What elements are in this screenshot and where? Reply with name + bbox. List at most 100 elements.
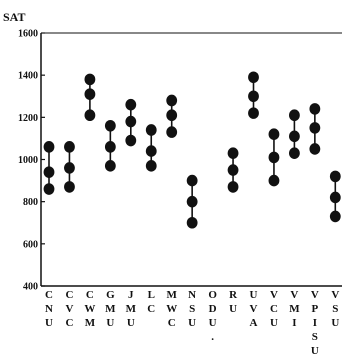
category-letter: C	[168, 317, 176, 329]
high-point	[227, 147, 239, 159]
category-letter: M	[289, 303, 300, 315]
category-letter: L	[148, 289, 155, 301]
category-letter: U	[270, 317, 278, 329]
high-point	[104, 119, 116, 132]
category-label: MWC	[166, 289, 177, 329]
category-letter: W	[84, 303, 95, 315]
high-point	[43, 141, 55, 153]
high-point	[84, 73, 96, 86]
y-ticks: 400 600 800 1000 1200 1400 1600	[18, 29, 45, 293]
category-letter: V	[270, 289, 278, 301]
mid-point	[268, 151, 280, 164]
category-letter: U	[188, 317, 196, 329]
category-letter: U	[250, 289, 258, 301]
category-letter: G	[106, 289, 115, 301]
category-label: ODU.	[208, 289, 217, 343]
high-point	[248, 71, 259, 84]
category-letter: I	[292, 317, 296, 329]
category-letter: D	[209, 303, 217, 315]
mid-point	[309, 122, 321, 134]
low-point	[329, 210, 341, 223]
category-letter: C	[45, 289, 53, 301]
category-letter: S	[332, 303, 338, 315]
category-letter: C	[65, 317, 73, 329]
mid-point	[104, 141, 116, 153]
category-letter: U	[106, 317, 114, 329]
high-point	[186, 174, 198, 187]
category-letter: N	[188, 289, 196, 301]
category-letter: R	[229, 289, 238, 301]
low-point	[145, 160, 157, 172]
high-point	[329, 170, 341, 183]
category-label: VSU	[331, 289, 339, 329]
mid-point	[125, 115, 137, 128]
category-letter: U	[209, 317, 217, 329]
range-markers	[43, 71, 341, 229]
mid-point	[64, 162, 75, 174]
mid-point	[84, 88, 96, 100]
category-letter: U	[45, 317, 53, 329]
category-letter: C	[147, 303, 155, 315]
y-tick-label: 1000	[18, 155, 38, 166]
category-letter: M	[85, 317, 96, 329]
low-point	[84, 109, 96, 122]
low-point	[227, 181, 239, 193]
category-letter: M	[105, 303, 116, 315]
low-point	[268, 174, 280, 187]
mid-point	[227, 164, 239, 176]
high-point	[166, 94, 178, 107]
category-letter: M	[126, 303, 137, 315]
category-letter: C	[65, 289, 73, 301]
low-point	[186, 216, 198, 229]
mid-point	[145, 145, 157, 157]
low-point	[64, 181, 75, 193]
category-letter: M	[167, 289, 178, 301]
y-tick-label: 600	[23, 239, 38, 250]
category-letter: P	[311, 303, 318, 315]
category-label: NSU	[188, 289, 196, 329]
category-letter: I	[313, 317, 317, 329]
category-letter: W	[166, 303, 177, 315]
category-letter: C	[270, 303, 278, 315]
low-point	[289, 147, 300, 159]
low-point	[104, 160, 116, 172]
high-point	[125, 98, 137, 111]
category-label: JMU	[126, 289, 137, 329]
y-axis-title: SAT	[3, 10, 25, 24]
category-letter: J	[128, 289, 134, 301]
high-point	[289, 109, 300, 122]
high-point	[309, 103, 321, 115]
category-label: LC	[147, 289, 155, 315]
category-letter: U	[331, 317, 339, 329]
category-label: VCU	[270, 289, 278, 329]
mid-point	[43, 166, 55, 178]
y-tick-label: 400	[23, 282, 38, 293]
category-letter: C	[86, 289, 94, 301]
category-letter: V	[250, 303, 258, 315]
category-label: CWM	[84, 289, 95, 329]
low-point	[125, 134, 137, 147]
mid-point	[329, 191, 341, 204]
category-letter: O	[208, 289, 217, 301]
mid-point	[166, 109, 178, 122]
category-label: CVC	[65, 289, 73, 329]
mid-point	[289, 130, 300, 143]
category-label: UVA	[250, 289, 258, 329]
category-label: CNU	[45, 289, 53, 329]
mid-point	[248, 90, 259, 103]
low-point	[309, 143, 321, 155]
category-letter: S	[189, 303, 195, 315]
mid-point	[186, 195, 198, 208]
low-point	[248, 107, 259, 119]
category-labels: CNUCVCCWMGMUJMULCMWCNSUODU.RUUVAVCUVMIVP…	[45, 289, 339, 354]
low-point	[43, 183, 55, 195]
category-letter: U	[127, 317, 135, 329]
category-letter: V	[290, 289, 298, 301]
high-point	[145, 124, 157, 136]
category-letter: U	[229, 303, 237, 315]
category-letter: A	[250, 317, 258, 329]
category-label: GMU	[105, 289, 116, 329]
category-letter: V	[331, 289, 339, 301]
